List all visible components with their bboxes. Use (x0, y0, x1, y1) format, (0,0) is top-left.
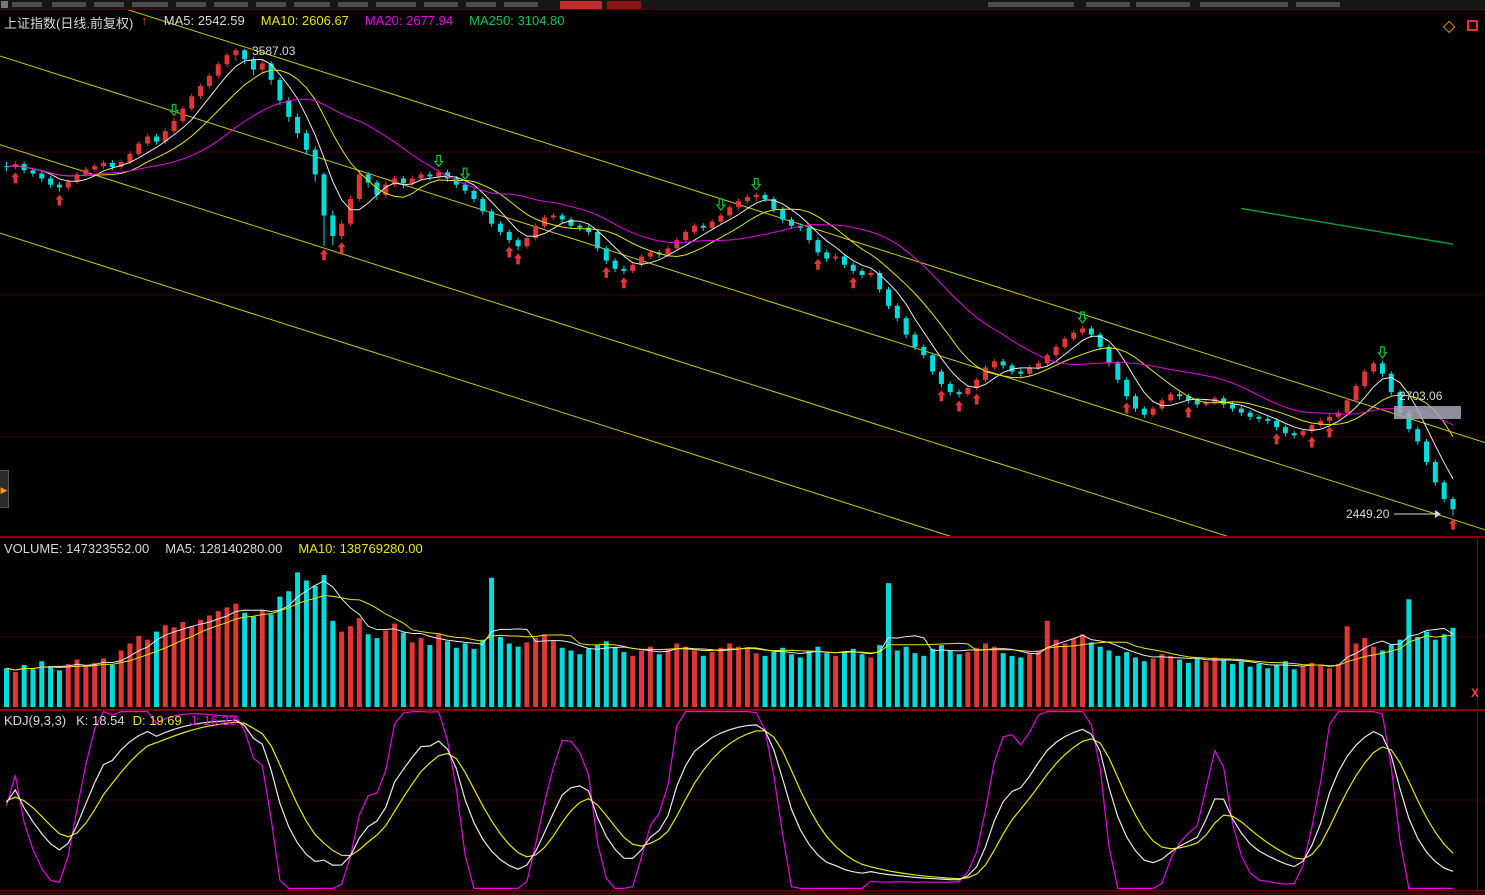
kdj-name: KDJ(9,3,3) (4, 713, 67, 728)
kdj-k-value: K: 18.54 (76, 713, 125, 728)
menubar-item[interactable] (294, 2, 330, 7)
menubar-red-badge[interactable] (560, 1, 602, 9)
signal-arrows (11, 103, 1457, 530)
volume-value: VOLUME: 147323552.00 (4, 541, 150, 556)
main-volume-divider (0, 536, 1485, 538)
annotations-layer: 3587.03 2703.06 2449.20 (252, 44, 1461, 521)
right-panel-border (1477, 538, 1478, 890)
kdj-d-value: D: 19.69 (132, 713, 182, 728)
trend-channel-lines (0, 10, 1485, 538)
menubar-item[interactable] (376, 2, 416, 7)
main-chart-header: 上证指数(日线.前复权) ↑ MA5: 2542.59 MA10: 2606.6… (4, 13, 565, 32)
ma5-value: MA5: 2542.59 (163, 13, 245, 28)
menubar-item[interactable] (12, 2, 42, 7)
expand-left-panel-handle[interactable]: ▶ (0, 470, 9, 508)
volume-header: VOLUME: 147323552.00 MA5: 128140280.00 M… (4, 541, 423, 556)
menubar-item[interactable] (338, 2, 368, 7)
menubar-item[interactable] (214, 2, 248, 7)
menubar-item[interactable] (1200, 2, 1288, 7)
close-indicator-button[interactable]: X (1471, 686, 1480, 700)
volume-ma-lines (6, 580, 1454, 671)
bottom-axis-border (0, 890, 1485, 891)
menubar-item[interactable] (1086, 2, 1130, 7)
menubar-item[interactable] (988, 2, 1074, 7)
menubar-item[interactable] (1136, 2, 1190, 7)
price-ma-lines (6, 59, 1454, 480)
ma250-value: MA250: 3104.80 (469, 13, 565, 28)
ma10-value: MA10: 2606.67 (260, 13, 349, 28)
diamond-marker-icon[interactable]: ◇ (1443, 18, 1456, 35)
menubar-item[interactable] (94, 2, 124, 7)
volume-bars (4, 572, 1456, 707)
volume-kdj-divider (0, 709, 1485, 711)
kdj-header: KDJ(9,3,3) K: 18.54 D: 19.69 J: 16.23 (4, 713, 236, 728)
menubar-item[interactable] (424, 2, 458, 7)
volume-ma10-value: MA10: 138769280.00 (298, 541, 423, 556)
trend-up-arrow-icon: ↑ (141, 13, 148, 28)
main-price-chart[interactable]: 3587.03 2703.06 2449.20 (0, 10, 1485, 538)
ma20-value: MA20: 2677.94 (364, 13, 454, 28)
svg-text:2449.20: 2449.20 (1346, 507, 1390, 521)
top-menubar[interactable] (0, 0, 1485, 10)
time-axis-strip (0, 891, 1485, 895)
app-icon (1, 1, 8, 8)
menubar-dark-red-badge[interactable] (607, 1, 641, 9)
kdj-j-value: J: 16.23 (189, 713, 236, 728)
svg-text:2703.06: 2703.06 (1399, 389, 1443, 403)
volume-chart[interactable] (0, 538, 1485, 710)
menubar-item[interactable] (176, 2, 206, 7)
volume-ma5-value: MA5: 128140280.00 (165, 541, 283, 556)
menubar-item[interactable] (132, 2, 168, 7)
kdj-chart[interactable] (0, 711, 1485, 890)
menubar-item[interactable] (504, 2, 538, 7)
menubar-item[interactable] (466, 2, 496, 7)
grid-lines (0, 151, 1485, 438)
menubar-item[interactable] (256, 2, 286, 7)
symbol-title: 上证指数(日线.前复权) (4, 16, 134, 31)
candles-layer (4, 48, 1456, 516)
svg-text:3587.03: 3587.03 (252, 44, 296, 58)
menubar-item[interactable] (52, 2, 86, 7)
kdj-lines (5, 711, 1454, 889)
red-square-icon[interactable] (1467, 20, 1478, 31)
menubar-item[interactable] (1296, 2, 1340, 7)
